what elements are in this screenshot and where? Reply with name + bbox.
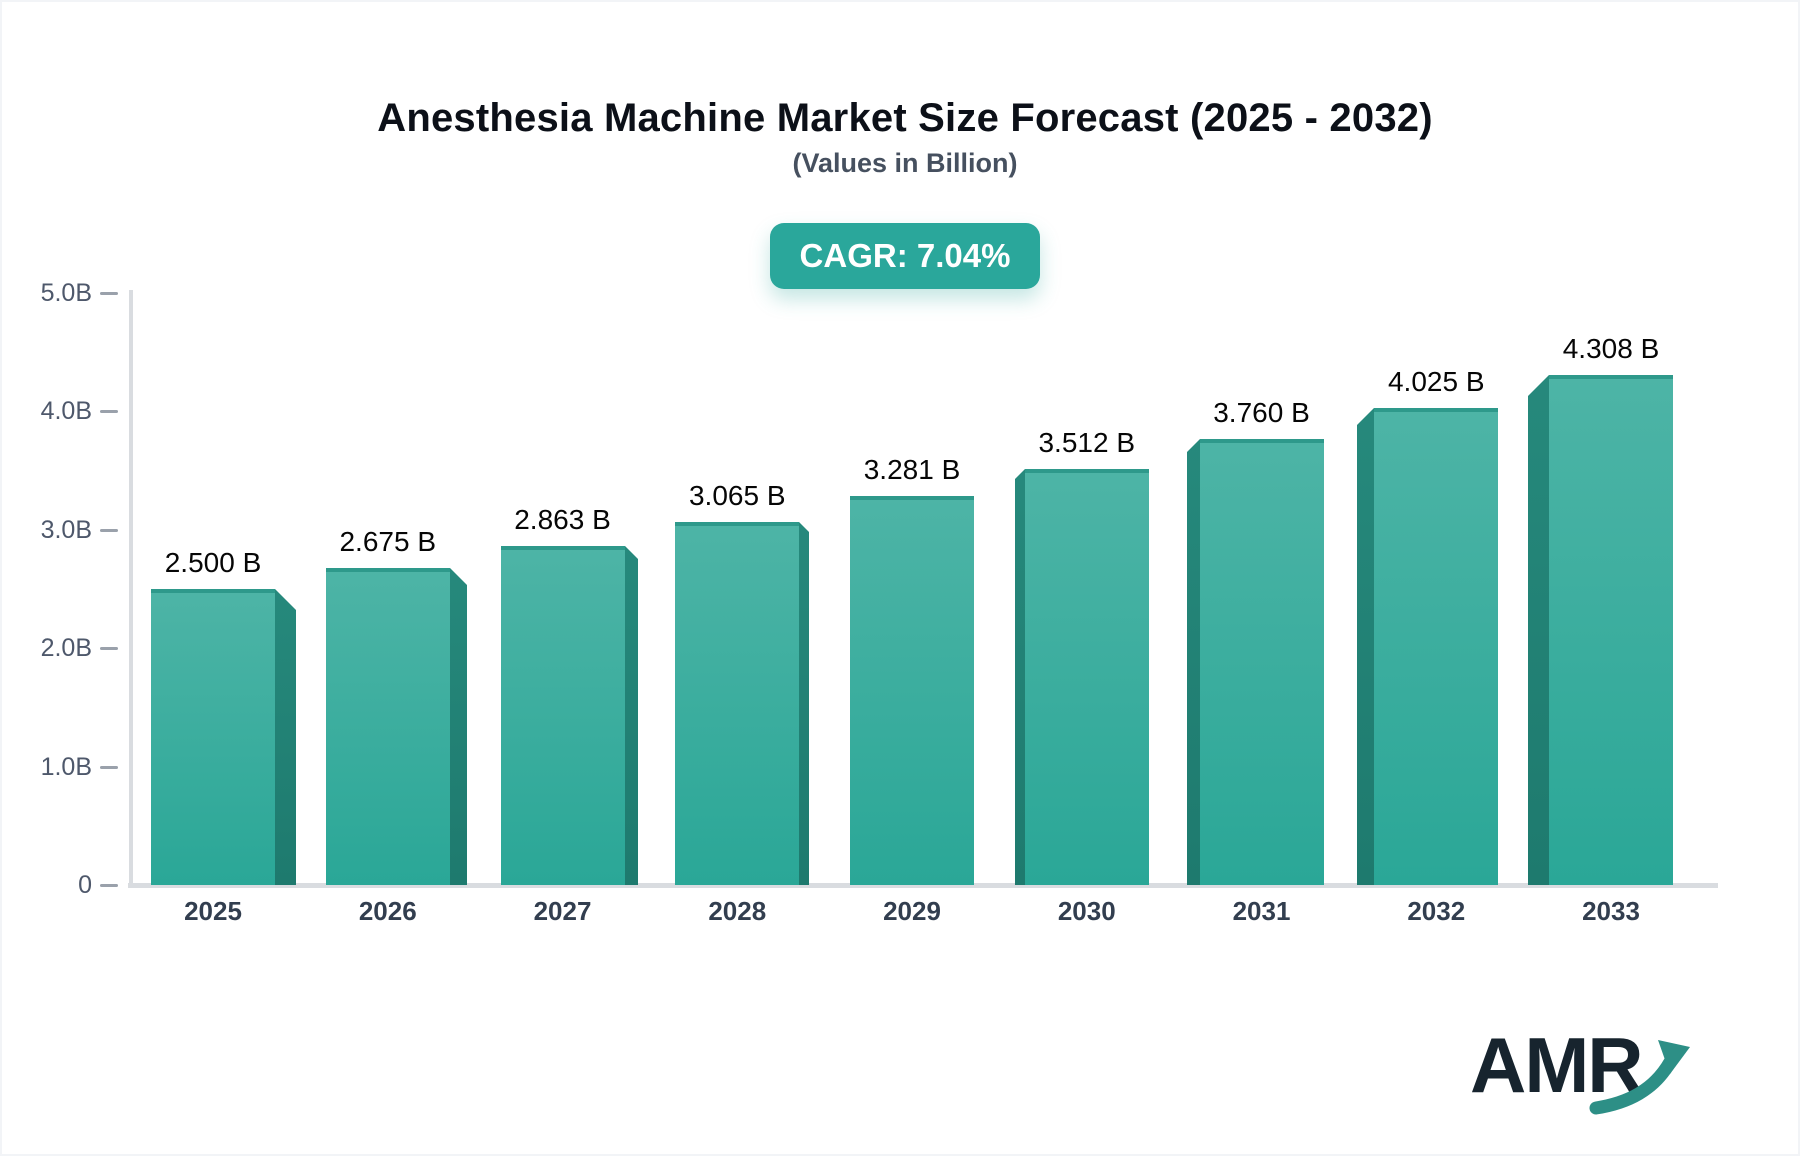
bar-side-2025 (275, 589, 296, 885)
bar-2032 (1374, 408, 1498, 885)
chart-subtitle: (Values in Billion) (792, 148, 1018, 178)
bar-side-2032 (1357, 408, 1374, 885)
bar-side-2026 (450, 568, 467, 885)
x-tick-label: 2029 (883, 896, 941, 926)
x-tick-label: 2027 (533, 896, 592, 926)
y-tick-label: 0 (78, 871, 92, 899)
y-tick-label: 1.0B (40, 752, 92, 781)
bar-2026 (326, 568, 450, 885)
y-axis-line (129, 290, 133, 885)
bar-value-label: 4.025 B (1387, 366, 1485, 397)
x-tick-label: 2026 (358, 896, 417, 926)
y-tick-label: 2.0B (40, 634, 92, 662)
chart-header: Anesthesia Machine Market Size Forecast … (0, 0, 1800, 289)
bar-2031 (1200, 439, 1324, 885)
bar-value-label: 2.500 B (164, 547, 262, 578)
x-tick-label: 2025 (184, 896, 242, 926)
logo-arrowhead-icon (1658, 1040, 1690, 1074)
bar-2029 (850, 496, 974, 885)
y-tick-mark (100, 647, 118, 650)
bar-2027 (501, 546, 625, 885)
x-tick-label: 2030 (1057, 896, 1116, 926)
bar-side-2027 (625, 546, 638, 885)
y-tick-mark (100, 410, 118, 413)
x-tick-label: 2033 (1582, 896, 1640, 926)
bar-side-2033 (1528, 375, 1549, 885)
bar-side-2031 (1187, 439, 1200, 885)
bar-2028 (675, 522, 799, 885)
chart-title: Anesthesia Machine Market Size Forecast … (377, 96, 1433, 140)
bar-value-label: 2.675 B (339, 526, 437, 557)
logo-arrow-icon (1589, 1055, 1677, 1115)
bar-value-label: 3.065 B (688, 480, 786, 511)
x-tick-label: 2031 (1232, 896, 1291, 926)
x-tick-label: 2028 (708, 896, 767, 926)
bar-side-2030 (1015, 469, 1025, 885)
y-tick-mark (100, 528, 118, 532)
cagr-badge: CAGR: 7.04% (769, 223, 1041, 289)
bar-side-2028 (799, 522, 809, 885)
y-tick-mark (100, 765, 118, 769)
y-tick-mark (100, 884, 118, 887)
bar-2025 (151, 589, 275, 885)
bar-2033 (1549, 375, 1673, 885)
x-axis-line (128, 883, 1718, 888)
y-tick-label: 5.0B (40, 278, 92, 307)
bar-value-label: 3.760 B (1213, 397, 1310, 428)
amr-logo-text: AMR (1470, 1021, 1642, 1109)
cagr-badge-wrap: CAGR: 7.04% (0, 223, 1800, 289)
bar-value-label: 2.863 B (514, 504, 611, 535)
y-tick-label: 3.0B (40, 515, 92, 544)
y-tick-label: 4.0B (40, 397, 92, 425)
x-tick-label: 2032 (1407, 896, 1466, 926)
bar-value-label: 4.308 B (1562, 333, 1660, 364)
bar-2030 (1025, 469, 1149, 885)
y-tick-mark (100, 291, 118, 295)
bar-value-label: 3.281 B (863, 454, 961, 485)
amr-logo: AMR (1470, 1021, 1690, 1115)
bar-value-label: 3.512 B (1038, 427, 1136, 458)
